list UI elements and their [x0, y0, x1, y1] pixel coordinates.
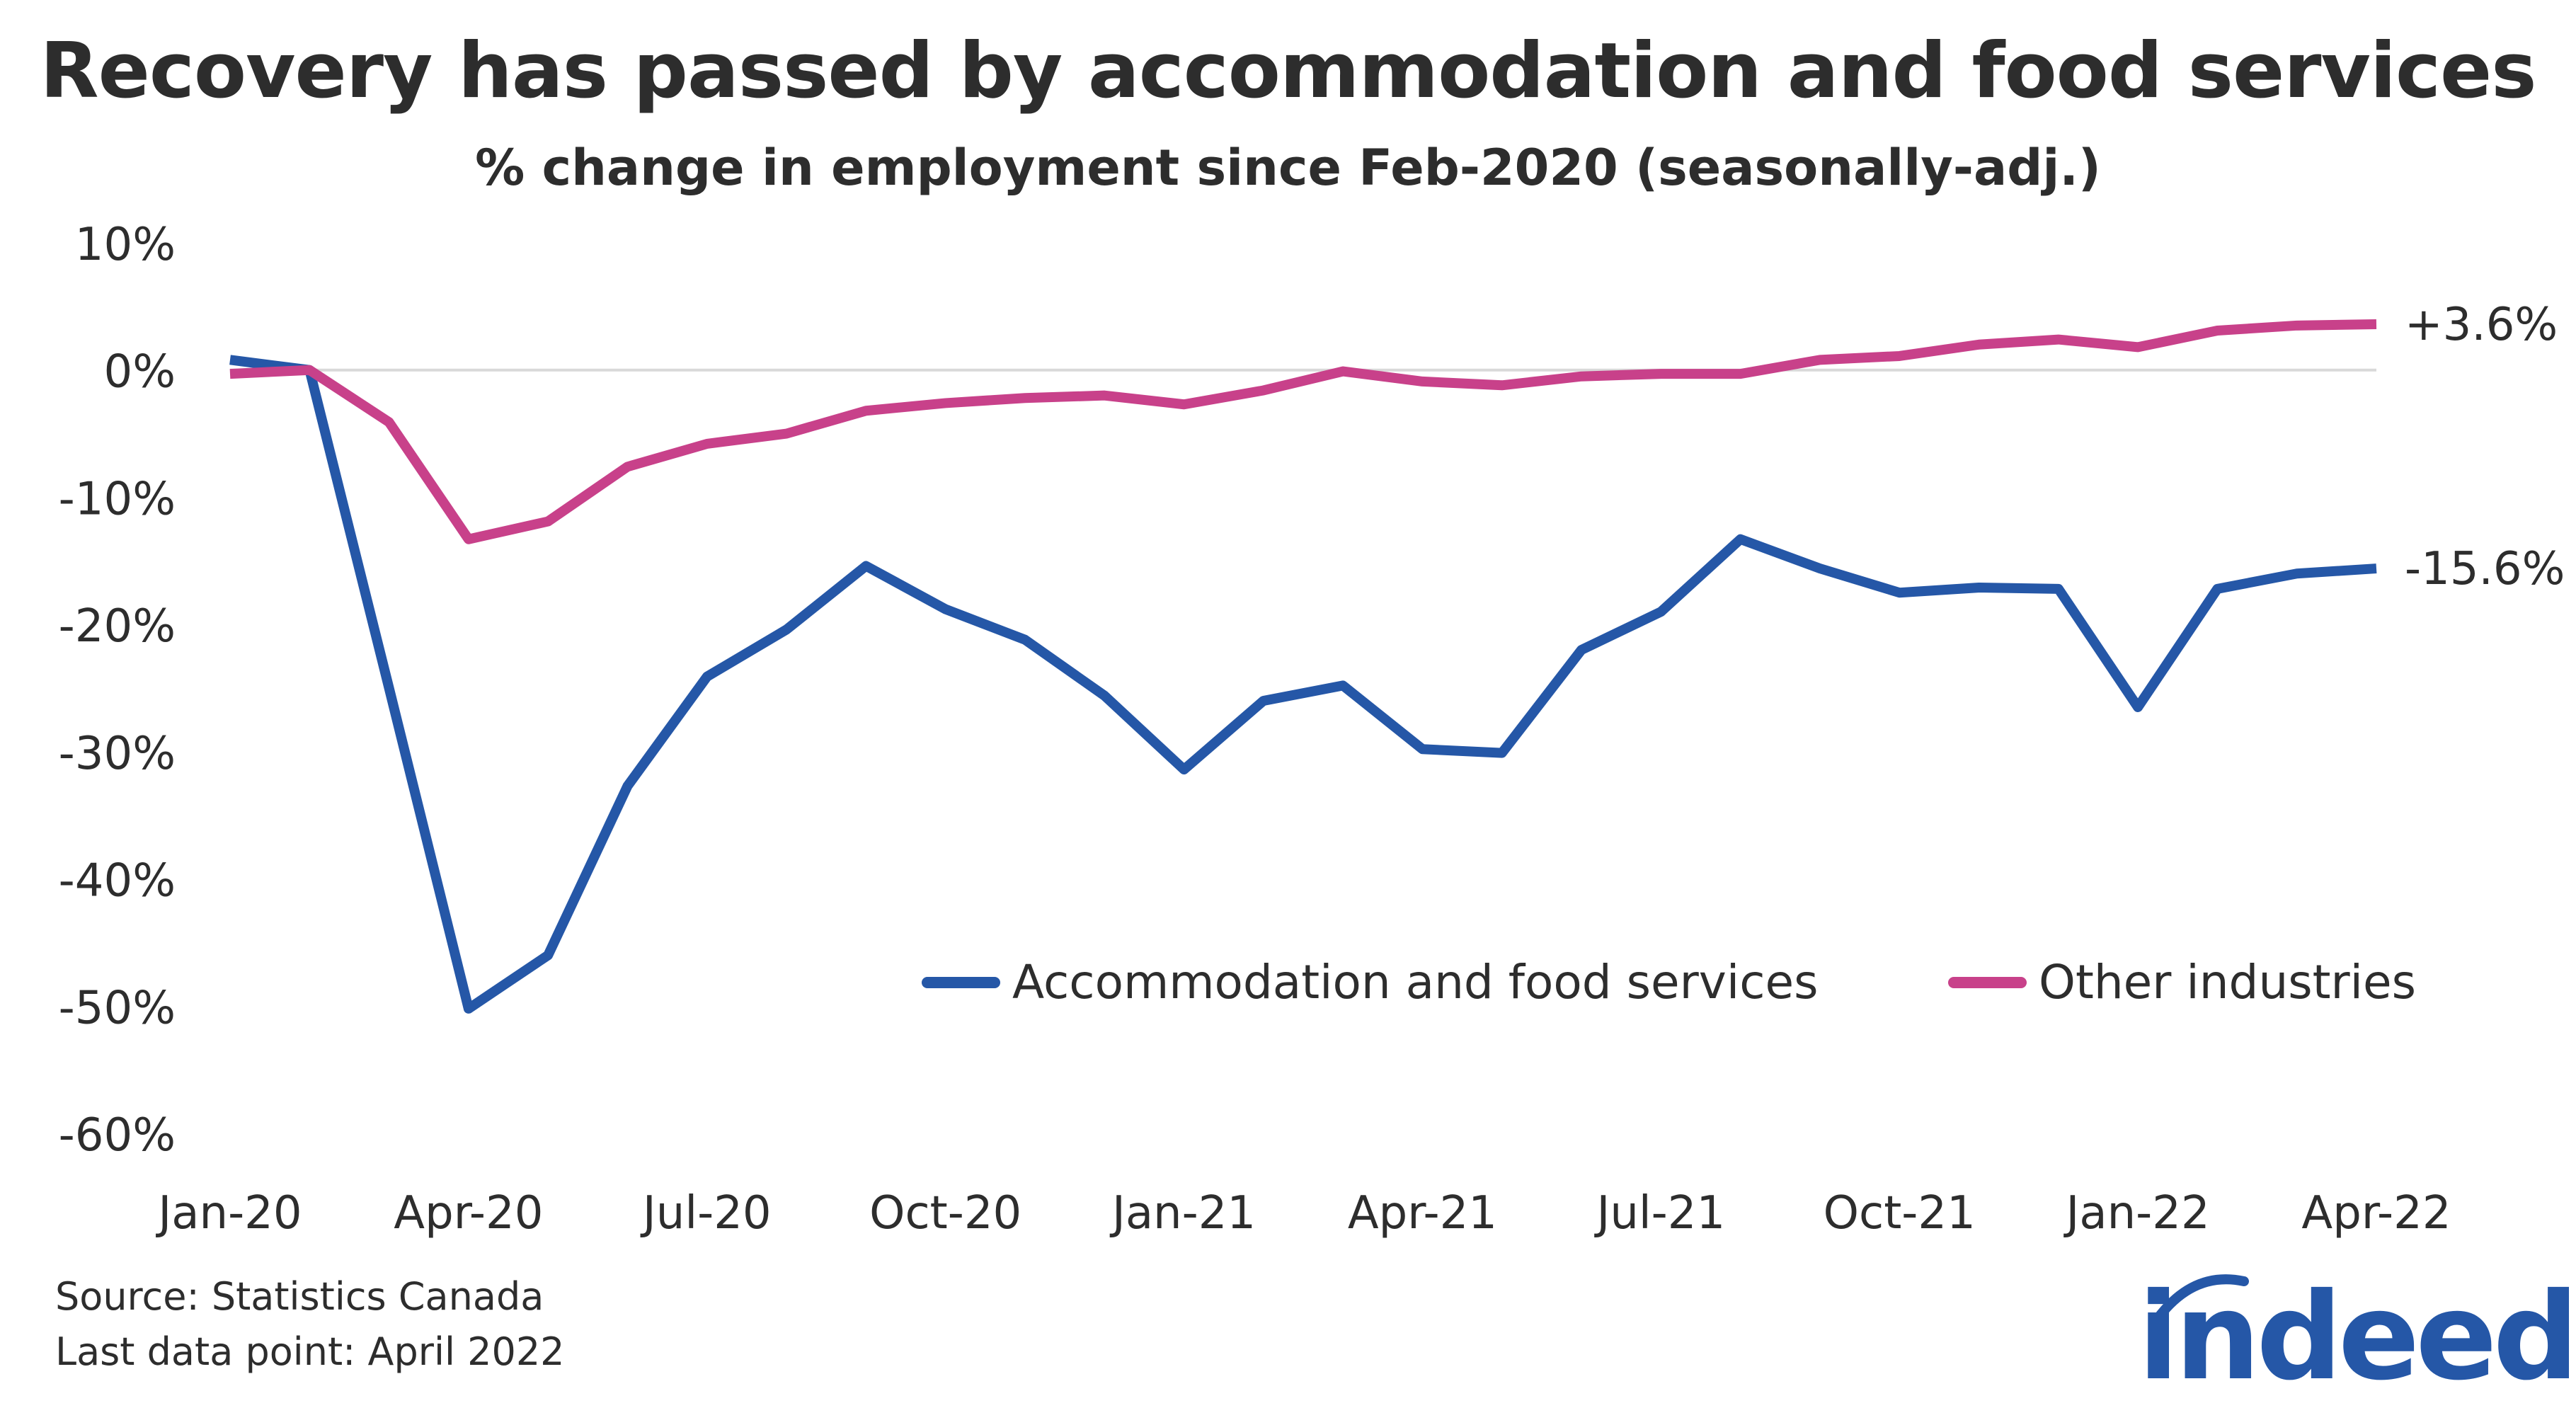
- last-data-point-note: Last data point: April 2022: [55, 1329, 565, 1374]
- y-tick-label: -60%: [59, 1109, 176, 1162]
- indeed-logo-arc-icon: [2154, 1274, 2249, 1322]
- x-tick-label: Apr-20: [394, 1187, 543, 1240]
- x-tick-label: Oct-21: [1824, 1187, 1976, 1240]
- series-line-other-industries: [229, 319, 2377, 544]
- legend-label: Accommodation and food services: [1012, 955, 1818, 1009]
- source-note: Source: Statistics Canada: [55, 1274, 544, 1319]
- chart-subtitle: % change in employment since Feb-2020 (s…: [475, 139, 2101, 197]
- x-tick-label: Jan-22: [2063, 1187, 2210, 1240]
- y-tick-label: 0%: [103, 346, 176, 399]
- series-line-accommodation: [229, 355, 2377, 1014]
- y-tick-label: -20%: [59, 600, 176, 653]
- indeed-logo: indeed: [2138, 1267, 2576, 1407]
- legend-label: Other industries: [2039, 955, 2416, 1009]
- x-tick-label: Apr-21: [1348, 1187, 1497, 1240]
- y-tick-label: -10%: [59, 473, 176, 525]
- end-value-label: -15.6%: [2405, 543, 2565, 595]
- chart-title: Recovery has passed by accommodation and…: [40, 27, 2536, 115]
- y-tick-label: -40%: [59, 855, 176, 908]
- x-tick-label: Jan-21: [1109, 1187, 1256, 1240]
- y-tick-label: -30%: [59, 728, 176, 780]
- x-tick-label: Oct-20: [869, 1187, 1021, 1240]
- y-tick-label: -50%: [59, 982, 176, 1034]
- x-tick-label: Jan-20: [155, 1187, 302, 1240]
- y-tick-label: 10%: [75, 219, 176, 271]
- end-value-label: +3.6%: [2405, 299, 2558, 351]
- x-tick-label: Jul-21: [1593, 1187, 1725, 1240]
- x-tick-label: Apr-22: [2301, 1187, 2451, 1240]
- x-tick-label: Jul-20: [640, 1187, 772, 1240]
